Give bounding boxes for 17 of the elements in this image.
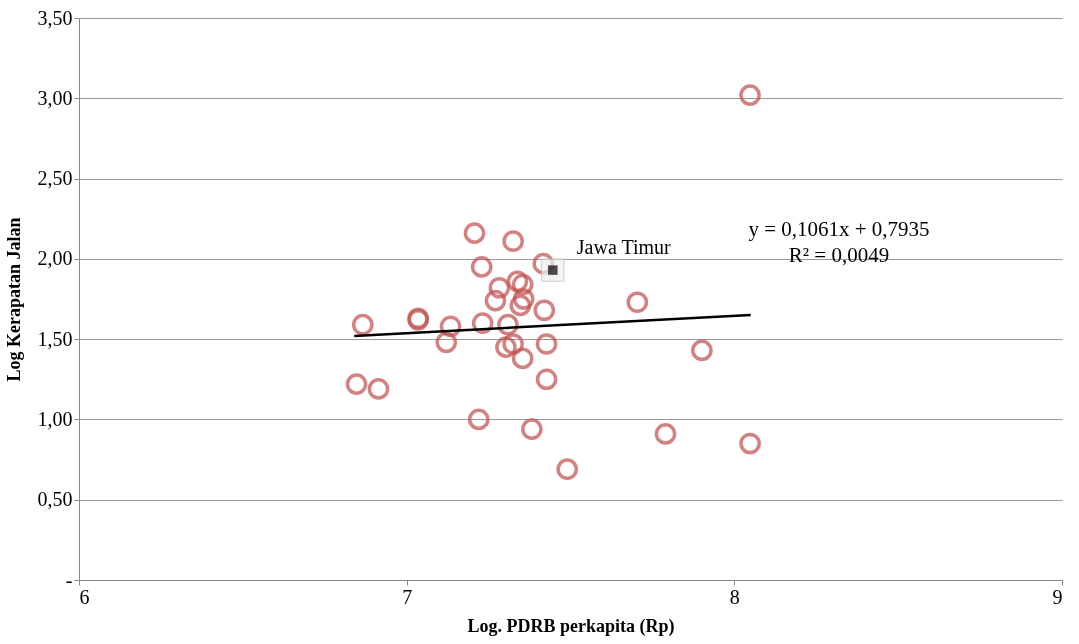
x-tick-label: 6: [79, 585, 90, 608]
x-axis-title: Log. PDRB perkapita (Rp): [467, 615, 675, 637]
series-label: Jawa Timur: [576, 236, 672, 259]
y-tick-label: 2,50: [37, 167, 73, 190]
y-axis-title: Log Kerapatan Jalan: [3, 217, 24, 382]
y-tick-label: 1,50: [37, 327, 73, 350]
annotation: y = 0,1061x + 0,7935: [748, 217, 930, 241]
annotation: R² = 0,0049: [788, 243, 890, 267]
y-tick-label: -: [65, 568, 73, 591]
x-tick-label: 9: [1052, 585, 1063, 608]
x-tick-label: 7: [402, 585, 413, 608]
x-tick-label: 8: [729, 585, 740, 608]
y-tick-label: 3,50: [37, 6, 73, 29]
y-tick-label: 2,00: [37, 247, 73, 270]
y-tick-label: 3,00: [37, 86, 73, 109]
y-tick-label: 1,00: [37, 407, 73, 430]
y-tick-label: 0,50: [37, 488, 73, 511]
